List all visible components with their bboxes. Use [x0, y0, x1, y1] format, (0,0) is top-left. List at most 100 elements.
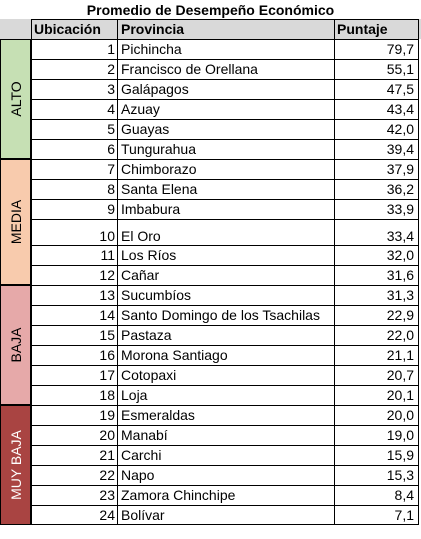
- table-row: 24 Bolívar 7,1: [0, 505, 421, 525]
- table-row: 16 Morona Santiago 21,1: [0, 345, 421, 365]
- grid-line: [31, 219, 419, 220]
- table-row: 8 Santa Elena 36,2: [0, 179, 421, 199]
- rank-cell: 1: [107, 41, 115, 57]
- rank-cell: 6: [107, 141, 115, 157]
- grid-line: [418, 19, 419, 525]
- province-cell: Francisco de Orellana: [121, 61, 258, 77]
- province-cell: Loja: [121, 387, 148, 403]
- score-cell: 20,1: [386, 387, 414, 403]
- grid-line: [31, 199, 419, 200]
- grid-line: [31, 485, 419, 486]
- grid-line: [31, 524, 419, 525]
- province-cell: Los Ríos: [121, 247, 177, 263]
- score-cell: 21,1: [386, 347, 414, 363]
- rank-cell: 17: [99, 367, 115, 383]
- table-row: 23 Zamora Chinchipe 8,4: [0, 485, 421, 505]
- province-cell: Cañar: [121, 267, 160, 283]
- header-score: Puntaje: [337, 21, 388, 37]
- score-cell: 37,9: [386, 161, 414, 177]
- table-row: 20 Manabí 19,0: [0, 425, 421, 445]
- grid-line: [31, 245, 419, 246]
- grid-line: [31, 325, 419, 326]
- province-cell: Carchi: [121, 447, 162, 463]
- grid-line: [31, 425, 419, 426]
- rank-cell: 13: [99, 287, 115, 303]
- table-row: 13 Sucumbíos 31,3: [0, 285, 421, 305]
- grid-line: [31, 119, 419, 120]
- rank-cell: 2: [107, 61, 115, 77]
- grid-line: [31, 179, 419, 180]
- table-row: 3 Galápagos 47,5: [0, 79, 421, 99]
- province-cell: Pastaza: [121, 327, 172, 343]
- table-row: 12 Cañar 31,6: [0, 265, 421, 285]
- province-cell: Pichincha: [121, 41, 182, 57]
- grid-line: [31, 79, 419, 80]
- table-row: 2 Francisco de Orellana 55,1: [0, 59, 421, 79]
- score-cell: 20,0: [386, 407, 414, 423]
- grid-line: [31, 345, 419, 346]
- grid-line: [31, 385, 419, 386]
- table-row: 19 Esmeraldas 20,0: [0, 405, 421, 425]
- province-cell: Guayas: [121, 121, 170, 137]
- province-cell: Galápagos: [121, 81, 189, 97]
- grid-line: [31, 305, 419, 306]
- grid-line: [31, 139, 419, 140]
- province-cell: Imbabura: [121, 201, 181, 217]
- province-cell: El Oro: [121, 228, 161, 244]
- grid-line: [31, 505, 419, 506]
- score-cell: 55,1: [386, 61, 414, 77]
- rank-cell: 16: [99, 347, 115, 363]
- score-cell: 22,0: [386, 327, 414, 343]
- rank-cell: 4: [107, 101, 115, 117]
- table-row: 17 Cotopaxi 20,7: [0, 365, 421, 385]
- rank-cell: 21: [99, 447, 115, 463]
- category-band-baja: BAJA: [0, 285, 31, 405]
- score-cell: 33,4: [386, 228, 414, 244]
- rank-cell: 20: [99, 427, 115, 443]
- province-cell: Cotopaxi: [121, 367, 177, 383]
- grid-line: [31, 59, 419, 60]
- rank-cell: 18: [99, 387, 115, 403]
- grid-line: [31, 285, 419, 286]
- province-cell: Santa Elena: [121, 181, 198, 197]
- province-cell: Chimborazo: [121, 161, 197, 177]
- score-cell: 19,0: [386, 427, 414, 443]
- province-cell: Bolívar: [121, 507, 165, 523]
- score-cell: 36,2: [386, 181, 414, 197]
- rank-cell: 22: [99, 467, 115, 483]
- table-row: 22 Napo 15,3: [0, 465, 421, 485]
- province-cell: Morona Santiago: [121, 347, 228, 363]
- grid-line: [31, 365, 419, 366]
- rank-cell: 15: [99, 327, 115, 343]
- table-row: 18 Loja 20,1: [0, 385, 421, 405]
- table-row: 21 Carchi 15,9: [0, 445, 421, 465]
- rank-cell: 11: [100, 247, 115, 263]
- grid-line: [117, 19, 118, 525]
- province-cell: Napo: [121, 467, 155, 483]
- rank-cell: 5: [107, 121, 115, 137]
- header-province: Provincia: [121, 21, 185, 37]
- score-cell: 33,9: [386, 201, 414, 217]
- table-row: 9 Imbabura 33,9: [0, 199, 421, 219]
- table-row: 10 El Oro 33,4: [0, 219, 421, 245]
- table-row: 7 Chimborazo 37,9: [0, 159, 421, 179]
- score-cell: 7,1: [394, 507, 414, 523]
- province-cell: Esmeraldas: [121, 407, 195, 423]
- table-row: 1 Pichincha 79,7: [0, 39, 421, 59]
- rank-cell: 7: [107, 161, 115, 177]
- score-cell: 32,0: [386, 247, 414, 263]
- province-cell: Zamora Chinchipe: [121, 487, 236, 503]
- table-row: 5 Guayas 42,0: [0, 119, 421, 139]
- score-cell: 8,4: [394, 487, 414, 503]
- rank-cell: 9: [107, 201, 115, 217]
- grid-line: [31, 445, 419, 446]
- grid-line: [31, 405, 419, 406]
- rank-cell: 12: [99, 267, 115, 283]
- province-cell: Santo Domingo de los Tsachilas: [121, 307, 320, 323]
- score-cell: 42,0: [386, 121, 414, 137]
- category-band-alto: ALTO: [0, 39, 31, 159]
- province-cell: Tungurahua: [121, 141, 196, 157]
- rank-cell: 24: [99, 507, 115, 523]
- grid-line: [334, 19, 335, 525]
- grid-line: [31, 19, 419, 20]
